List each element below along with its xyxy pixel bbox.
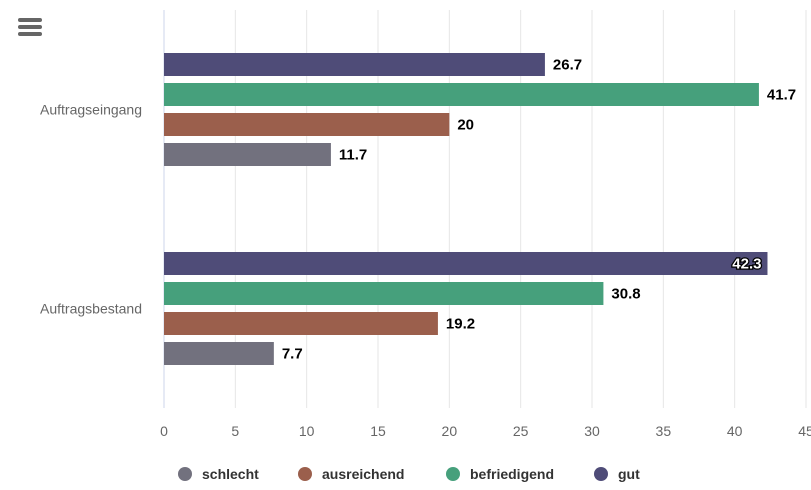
bar-schlecht — [164, 342, 274, 365]
category-label: Auftragseingang — [40, 102, 142, 118]
category-label: Auftragsbestand — [40, 301, 142, 317]
legend-label: gut — [618, 466, 640, 482]
bar-ausreichend — [164, 113, 450, 136]
legend: schlecht ausreichend befriedigend gut — [0, 462, 811, 486]
legend-label: befriedigend — [470, 466, 555, 482]
bar-befriedigend — [164, 83, 759, 106]
legend-marker — [594, 467, 608, 481]
data-label: 7.7 — [282, 346, 303, 363]
legend-item-schlecht[interactable]: schlecht — [178, 462, 259, 486]
legend-marker — [446, 467, 460, 481]
x-tick-label: 30 — [584, 423, 600, 439]
x-tick-label: 45 — [798, 423, 811, 439]
legend-label: ausreichend — [322, 466, 405, 482]
bar-befriedigend — [164, 282, 604, 305]
x-tick-label: 25 — [513, 423, 529, 439]
data-label: 30.8 — [611, 286, 640, 303]
legend-item-gut[interactable]: gut — [594, 462, 640, 486]
data-label: 41.7 — [767, 87, 796, 104]
data-label: 11.7 — [339, 147, 367, 164]
bar-gut — [164, 252, 768, 275]
x-tick-label: 20 — [442, 423, 458, 439]
x-tick-label: 35 — [656, 423, 672, 439]
x-tick-label: 5 — [231, 423, 239, 439]
bar-schlecht — [164, 143, 331, 166]
legend-item-ausreichend[interactable]: ausreichend — [298, 462, 404, 486]
x-tick-label: 10 — [299, 423, 315, 439]
data-label: 42.3 — [732, 256, 761, 273]
data-label: 26.7 — [553, 57, 582, 74]
x-tick-label: 0 — [160, 423, 168, 439]
legend-marker — [178, 467, 192, 481]
legend-label: schlecht — [202, 466, 259, 482]
legend-marker — [298, 467, 312, 481]
bar-gut — [164, 53, 545, 76]
legend-item-befriedigend[interactable]: befriedigend — [446, 462, 554, 486]
x-tick-label: 40 — [727, 423, 743, 439]
hamburger-menu-icon[interactable] — [14, 14, 46, 40]
data-label: 20 — [457, 117, 474, 134]
data-label: 19.2 — [446, 316, 475, 333]
x-tick-label: 15 — [370, 423, 386, 439]
bar-ausreichend — [164, 312, 438, 335]
